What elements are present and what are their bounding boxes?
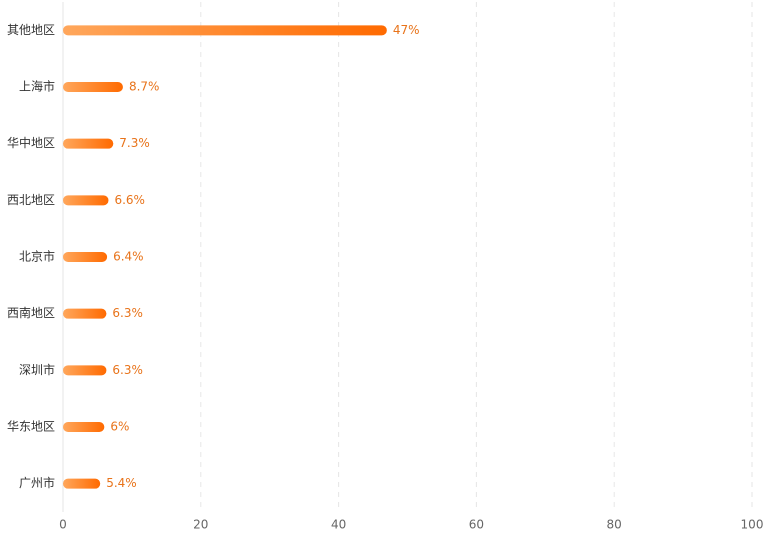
y-tick-label: 深圳市: [19, 362, 55, 377]
x-tick-label: 80: [607, 518, 622, 532]
bar: [63, 25, 387, 36]
x-tick-label: 100: [741, 518, 764, 532]
value-label: 5.4%: [106, 476, 136, 490]
y-tick-label: 北京市: [19, 249, 55, 264]
y-tick-label: 广州市: [19, 475, 55, 490]
bar: [63, 478, 101, 489]
x-tick-label: 20: [193, 518, 208, 532]
x-tick-label: 60: [469, 518, 484, 532]
bar: [63, 365, 107, 376]
value-label: 6.3%: [112, 363, 143, 377]
y-tick-label: 其他地区: [7, 23, 55, 37]
value-label: 6.4%: [113, 250, 144, 264]
value-label: 6.6%: [114, 193, 145, 207]
bar: [63, 82, 123, 92]
y-tick-label: 上海市: [19, 79, 55, 94]
value-label: 7.3%: [119, 136, 150, 150]
x-tick-label: 0: [59, 518, 67, 532]
value-label: 8.7%: [129, 80, 160, 94]
x-tick-label: 40: [331, 518, 346, 532]
value-label: 6.3%: [112, 306, 143, 320]
bar: [63, 308, 107, 319]
bar: [63, 252, 108, 262]
y-tick-label: 华中地区: [7, 135, 55, 150]
y-tick-label: 西南地区: [7, 305, 55, 320]
y-tick-label: 西北地区: [7, 193, 55, 207]
value-label: 6%: [110, 420, 129, 434]
y-tick-label: 华东地区: [7, 420, 55, 434]
bar: [63, 422, 105, 432]
bar: [63, 138, 114, 149]
bar: [63, 195, 109, 206]
value-label: 47%: [393, 23, 420, 37]
